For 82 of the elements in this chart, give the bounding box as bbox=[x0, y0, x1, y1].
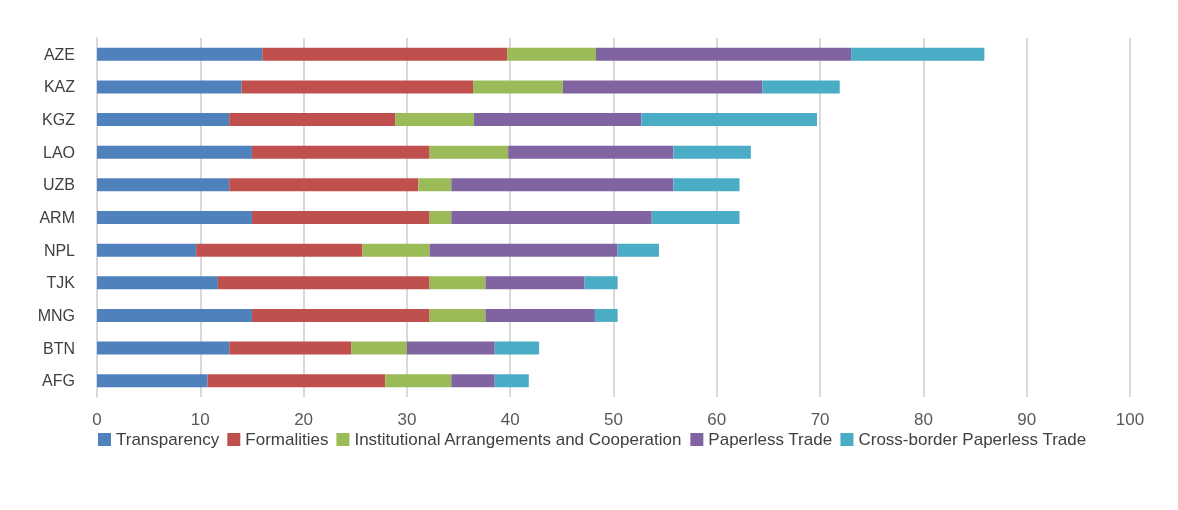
bar bbox=[584, 276, 618, 290]
y-tick-label: KGZ bbox=[42, 111, 76, 129]
x-tick-label: 100 bbox=[1115, 410, 1145, 429]
bar bbox=[97, 308, 252, 322]
bar bbox=[207, 374, 386, 388]
bar bbox=[429, 145, 509, 159]
bar bbox=[429, 308, 486, 322]
y-tick-label: LAO bbox=[42, 143, 75, 161]
bar bbox=[673, 145, 751, 159]
bar bbox=[251, 211, 430, 224]
bar bbox=[485, 308, 595, 322]
bar bbox=[473, 80, 563, 94]
bar bbox=[196, 243, 363, 257]
bar bbox=[851, 47, 985, 61]
y-tick-label: ARM bbox=[39, 209, 75, 226]
y-tick-label: KAZ bbox=[43, 78, 76, 96]
bar bbox=[641, 113, 817, 127]
bar bbox=[385, 374, 452, 388]
x-tick-label: 70 bbox=[810, 410, 830, 429]
bar bbox=[395, 113, 475, 127]
y-tick-label: BTN bbox=[43, 339, 75, 357]
bar bbox=[429, 211, 452, 224]
bar bbox=[97, 374, 208, 388]
x-tick-label: 20 bbox=[294, 410, 314, 429]
bar bbox=[229, 113, 396, 127]
bar bbox=[97, 113, 230, 127]
bar bbox=[762, 80, 840, 94]
x-tick-label: 10 bbox=[190, 410, 210, 429]
bar bbox=[217, 276, 430, 290]
legend-label: Paperless Trade bbox=[708, 430, 833, 449]
bar bbox=[594, 308, 618, 322]
bar bbox=[229, 341, 352, 355]
legend-label: Institutional Arrangements and Cooperation bbox=[354, 430, 682, 449]
bar bbox=[97, 243, 197, 257]
bar bbox=[474, 113, 642, 127]
bar bbox=[97, 47, 263, 61]
legend-label: Transparency bbox=[116, 430, 220, 449]
bar bbox=[97, 145, 252, 159]
bar bbox=[673, 178, 740, 192]
legend-label: Formalities bbox=[245, 430, 329, 449]
bar bbox=[97, 211, 252, 224]
bar bbox=[97, 341, 230, 355]
bar bbox=[229, 178, 419, 192]
bar bbox=[507, 47, 596, 61]
bar bbox=[97, 80, 242, 94]
bar bbox=[485, 276, 585, 290]
bar bbox=[451, 374, 495, 388]
bar bbox=[651, 211, 740, 224]
bar bbox=[241, 80, 474, 94]
x-tick-label: 80 bbox=[913, 410, 933, 429]
bar bbox=[451, 211, 652, 224]
x-tick-label: 30 bbox=[397, 410, 417, 429]
bar bbox=[351, 341, 407, 355]
bar bbox=[251, 308, 430, 322]
bar bbox=[508, 145, 674, 159]
legend-label: Cross-border Paperless Trade bbox=[858, 430, 1087, 449]
y-tick-label: UZB bbox=[43, 176, 75, 194]
bar bbox=[429, 276, 486, 290]
bar bbox=[97, 178, 230, 192]
bar bbox=[617, 243, 659, 257]
bar bbox=[362, 243, 430, 257]
bar bbox=[406, 341, 495, 355]
y-tick-label: TJK bbox=[46, 274, 76, 292]
bar bbox=[97, 276, 218, 290]
x-tick-label: 50 bbox=[604, 410, 623, 429]
bar bbox=[595, 47, 852, 61]
bar bbox=[562, 80, 763, 94]
bar bbox=[429, 243, 618, 257]
x-tick-label: 0 bbox=[92, 410, 102, 429]
y-tick-label: AZE bbox=[43, 45, 75, 63]
y-tick-label: MNG bbox=[37, 306, 75, 324]
bar bbox=[262, 47, 508, 61]
y-tick-label: NPL bbox=[43, 241, 76, 259]
x-tick-label: 90 bbox=[1017, 410, 1037, 429]
bar bbox=[418, 178, 452, 192]
x-tick-label: 40 bbox=[500, 410, 520, 429]
bar bbox=[451, 178, 674, 192]
bar bbox=[494, 341, 540, 355]
bar bbox=[251, 145, 430, 159]
y-tick-label: AFG bbox=[42, 372, 75, 390]
x-tick-label: 60 bbox=[707, 410, 727, 429]
bar bbox=[494, 374, 529, 388]
